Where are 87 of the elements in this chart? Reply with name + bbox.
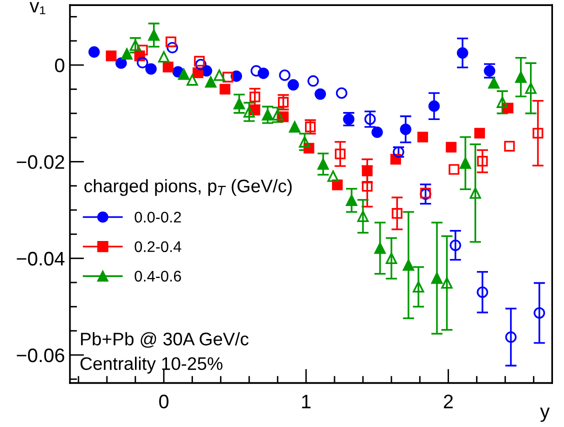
point — [362, 166, 373, 176]
point — [115, 57, 127, 69]
legend-label: 0.2-0.4 — [134, 241, 182, 252]
point — [460, 157, 472, 169]
point — [137, 44, 148, 56]
point — [448, 164, 460, 175]
point — [307, 75, 319, 87]
point — [428, 100, 440, 112]
point — [505, 331, 517, 343]
point — [476, 286, 488, 298]
point — [336, 87, 348, 99]
x-tick-label: 0 — [159, 394, 168, 408]
point — [488, 77, 500, 89]
point — [525, 82, 537, 94]
point — [441, 277, 453, 289]
annotation: Centrality 10-25% — [80, 356, 222, 374]
point — [279, 70, 290, 81]
point — [477, 156, 488, 167]
point — [504, 140, 515, 152]
point — [288, 79, 299, 91]
point — [446, 142, 457, 153]
point — [431, 272, 443, 284]
legend-label: 0.4-0.6 — [134, 270, 181, 282]
point — [402, 259, 414, 271]
point — [222, 72, 234, 82]
annotation: Pb+Pb @ 30A GeV/c — [81, 332, 248, 348]
point — [364, 113, 376, 125]
point — [450, 240, 462, 251]
point — [314, 88, 326, 100]
point — [304, 122, 316, 132]
point — [532, 128, 544, 139]
point — [417, 132, 428, 142]
y-tick-label: −0.02 — [16, 155, 64, 169]
point — [145, 63, 157, 75]
point — [158, 51, 170, 63]
point — [317, 158, 329, 170]
point — [262, 109, 274, 121]
point — [205, 76, 216, 88]
point — [162, 62, 174, 72]
point — [412, 281, 424, 293]
point — [470, 187, 482, 199]
point — [392, 208, 402, 219]
x-tick-label: 1 — [302, 394, 311, 408]
point — [374, 242, 386, 254]
point — [362, 180, 373, 192]
point — [298, 136, 310, 148]
x-axis-title: y — [540, 408, 550, 422]
point — [386, 252, 398, 264]
point — [234, 98, 245, 110]
point — [230, 70, 242, 82]
y-tick-label: −0.04 — [16, 252, 65, 266]
point — [214, 70, 225, 81]
x-tick-label: 2 — [444, 394, 453, 408]
point — [106, 50, 117, 62]
point — [220, 84, 230, 95]
point — [534, 307, 546, 319]
point — [334, 148, 346, 160]
legend-label: 0.0-0.2 — [134, 212, 181, 223]
point — [178, 68, 190, 80]
point — [250, 65, 262, 77]
point — [346, 194, 358, 206]
point — [456, 47, 468, 59]
point — [371, 126, 383, 138]
point — [148, 29, 160, 41]
y-tick-label: −0.06 — [16, 348, 64, 362]
point — [288, 121, 300, 133]
point — [195, 58, 206, 70]
point — [400, 124, 412, 136]
point — [474, 128, 485, 139]
point — [515, 71, 527, 83]
point — [166, 42, 178, 54]
point — [166, 36, 176, 48]
point — [130, 40, 142, 51]
y-axis-title: v₁ — [30, 2, 46, 14]
point — [186, 74, 198, 86]
legend-title: charged pions, p$_{T}$ (GeV/c) — [84, 179, 292, 196]
point — [327, 170, 339, 182]
y-tick-label: 0 — [55, 58, 64, 72]
point — [121, 48, 133, 60]
point — [250, 92, 260, 102]
point — [136, 56, 148, 68]
point — [194, 56, 205, 67]
point — [243, 106, 255, 118]
point — [278, 96, 289, 108]
point — [88, 46, 100, 58]
point — [496, 96, 508, 108]
point — [357, 210, 369, 222]
